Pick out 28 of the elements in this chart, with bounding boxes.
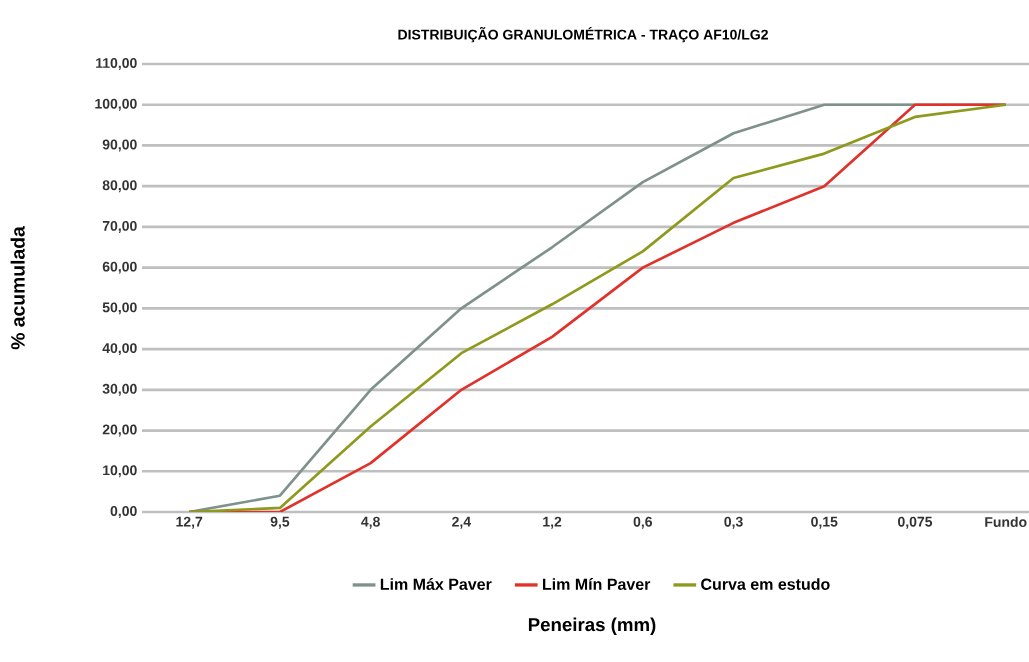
y-tick-label: 60,00 <box>102 261 137 274</box>
legend-label: Lim Mín Paver <box>543 578 651 590</box>
x-tick-label: 0,6 <box>633 516 653 529</box>
x-tick-label: 1,2 <box>543 516 562 529</box>
x-tick-label: 0,15 <box>811 516 838 529</box>
x-tick-label: 2,4 <box>452 516 471 529</box>
x-tick-label: 0,075 <box>898 516 933 529</box>
y-tick-label: 80,00 <box>102 180 137 193</box>
x-tick-label: 9,5 <box>270 516 290 529</box>
x-tick-label: 12,7 <box>176 516 203 529</box>
chart-title: DISTRIBUIÇÃO GRANULOMÉTRICA - TRAÇO AF10/LG2 <box>398 26 768 43</box>
y-tick-label: 0,00 <box>110 506 137 518</box>
y-tick-label: 20,00 <box>102 424 137 437</box>
y-tick-label: 50,00 <box>102 302 137 315</box>
y-tick-label: 100,00 <box>95 98 137 111</box>
y-tick-label: 90,00 <box>102 139 137 152</box>
x-tick-label: 4,8 <box>361 516 380 529</box>
y-tick-label: 110,00 <box>96 58 137 70</box>
x-tick-label: 0,3 <box>724 516 743 529</box>
legend-label: Curva em estudo <box>701 578 830 590</box>
x-tick-label: Fundo <box>985 516 1027 527</box>
legend-label: Lim Máx Paver <box>380 578 492 590</box>
y-tick-label: 10,00 <box>103 465 137 478</box>
y-tick-label: 30,00 <box>102 383 137 396</box>
y-tick-label: 40,00 <box>102 343 137 356</box>
y-tick-label: 70,00 <box>102 220 137 233</box>
x-axis-title: Peneiras (mm) <box>528 617 656 635</box>
y-axis-title: % acumulada <box>10 226 25 350</box>
